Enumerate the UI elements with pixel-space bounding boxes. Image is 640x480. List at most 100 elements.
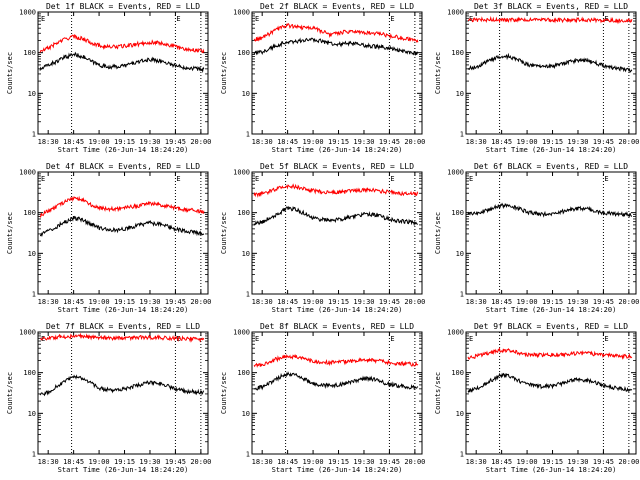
y-tick-label: 100 [237, 369, 250, 377]
y-axis-label: Counts/sec [220, 52, 228, 94]
panel-det-3: Det 3f BLACK = Events, RED = LLD 1 10 100 10… [434, 2, 639, 154]
x-tick-label: 19:00 [89, 458, 110, 466]
x-tick-label: 19:45 [593, 138, 614, 146]
panel-title: Det 1f BLACK = Events, RED = LLD [46, 2, 200, 11]
y-tick-label: 10 [456, 90, 464, 98]
x-axis-label: Start Time (26-Jun-14 18:24:20) [58, 466, 189, 474]
y-tick-label: 1 [246, 451, 250, 459]
y-tick-label: 100 [237, 209, 250, 217]
x-tick-label: 19:15 [542, 138, 563, 146]
y-tick-label: 10 [242, 250, 250, 258]
plot-frame [465, 11, 637, 135]
x-tick-label: 20:00 [190, 138, 211, 146]
plot-frame [251, 331, 423, 455]
panel-det-1: Det 1f BLACK = Events, RED = LLD 1 10 100 10… [6, 2, 211, 154]
y-axis-label: Counts/sec [434, 372, 442, 414]
x-tick-label: 18:45 [491, 298, 512, 306]
panel-det-2: Det 2f BLACK = Events, RED = LLD 1 10 100 10… [220, 2, 425, 154]
y-axis-label: Counts/sec [434, 52, 442, 94]
x-tick-label: 19:45 [165, 298, 186, 306]
x-tick-label: 19:15 [114, 138, 135, 146]
lld-series-line [253, 183, 419, 198]
y-tick-label: 100 [23, 209, 36, 217]
lld-series-line [39, 195, 205, 219]
x-axis-label: Start Time (26-Jun-14 18:24:20) [58, 146, 189, 154]
y-tick-label: 100 [237, 49, 250, 57]
x-tick-label: 19:30 [353, 138, 374, 146]
y-tick-label: 1 [460, 451, 464, 459]
y-tick-label: 100 [451, 369, 464, 377]
x-tick-label: 19:00 [303, 458, 324, 466]
flag-label: E [390, 15, 394, 23]
y-tick-label: 1000 [233, 329, 250, 337]
panel-det-7: Det 7f BLACK = Events, RED = LLD 1 10 100 10… [6, 322, 211, 474]
x-tick-label: 18:45 [491, 458, 512, 466]
events-series-line [39, 374, 205, 397]
x-tick-label: 18:30 [252, 458, 273, 466]
y-tick-label: 1 [32, 451, 36, 459]
flag-label: E [255, 15, 259, 23]
x-axis-label: Start Time (26-Jun-14 18:24:20) [58, 306, 189, 314]
events-series-line [253, 371, 419, 391]
x-tick-label: 19:15 [328, 138, 349, 146]
flag-label: E [41, 15, 45, 23]
flag-label: E [255, 175, 259, 183]
events-series-line [467, 52, 633, 73]
y-tick-label: 10 [28, 90, 36, 98]
events-series-line [467, 202, 632, 218]
y-tick-label: 10 [456, 410, 464, 418]
flag-label: E [41, 175, 45, 183]
x-tick-label: 19:45 [593, 298, 614, 306]
flag-label: E [604, 335, 608, 343]
x-tick-label: 18:45 [63, 298, 84, 306]
x-axis-label: Start Time (26-Jun-14 18:24:20) [272, 306, 403, 314]
x-tick-label: 19:45 [379, 458, 400, 466]
x-tick-label: 18:45 [491, 138, 512, 146]
flag-label: E [255, 335, 259, 343]
x-tick-label: 19:15 [328, 458, 349, 466]
x-axis-label: Start Time (26-Jun-14 18:24:20) [486, 146, 617, 154]
x-tick-label: 19:30 [139, 458, 160, 466]
panel-det-8: Det 8f BLACK = Events, RED = LLD 1 10 100 10… [220, 322, 425, 474]
y-tick-label: 1000 [447, 9, 464, 17]
x-tick-label: 18:30 [38, 138, 59, 146]
flag-label: E [390, 175, 394, 183]
x-axis-label: Start Time (26-Jun-14 18:24:20) [272, 466, 403, 474]
y-axis-label: Counts/sec [6, 52, 14, 94]
x-tick-label: 18:30 [466, 298, 487, 306]
y-tick-label: 1 [32, 291, 36, 299]
y-tick-label: 100 [451, 49, 464, 57]
x-tick-label: 18:45 [277, 458, 298, 466]
x-tick-label: 19:00 [89, 298, 110, 306]
x-tick-label: 19:15 [328, 298, 349, 306]
x-tick-label: 19:30 [139, 298, 160, 306]
x-tick-label: 20:00 [404, 458, 425, 466]
plot-frame [251, 171, 423, 295]
y-tick-label: 10 [242, 410, 250, 418]
y-axis-label: Counts/sec [220, 372, 228, 414]
x-tick-label: 19:15 [114, 298, 135, 306]
x-tick-label: 18:45 [63, 458, 84, 466]
lld-series-line [467, 347, 633, 361]
panel-det-4: Det 4f BLACK = Events, RED = LLD 1 10 100 10… [6, 162, 211, 314]
plot-frame [37, 171, 209, 295]
events-series-line [467, 372, 633, 394]
panel-title: Det 5f BLACK = Events, RED = LLD [260, 162, 414, 171]
y-tick-label: 1000 [447, 329, 464, 337]
x-tick-label: 19:30 [567, 138, 588, 146]
y-tick-label: 1 [460, 291, 464, 299]
lld-series-line [467, 15, 633, 25]
panel-title: Det 8f BLACK = Events, RED = LLD [260, 322, 414, 331]
x-tick-label: 19:15 [542, 298, 563, 306]
flag-label: E [176, 175, 180, 183]
y-tick-label: 1 [460, 131, 464, 139]
y-tick-label: 1 [246, 291, 250, 299]
flag-label: E [469, 335, 473, 343]
x-tick-label: 19:15 [542, 458, 563, 466]
y-tick-label: 1000 [233, 9, 250, 17]
x-tick-label: 19:45 [165, 458, 186, 466]
x-tick-label: 19:30 [567, 298, 588, 306]
y-tick-label: 1000 [19, 329, 36, 337]
x-tick-label: 19:15 [114, 458, 135, 466]
panel-title: Det 6f BLACK = Events, RED = LLD [474, 162, 628, 171]
